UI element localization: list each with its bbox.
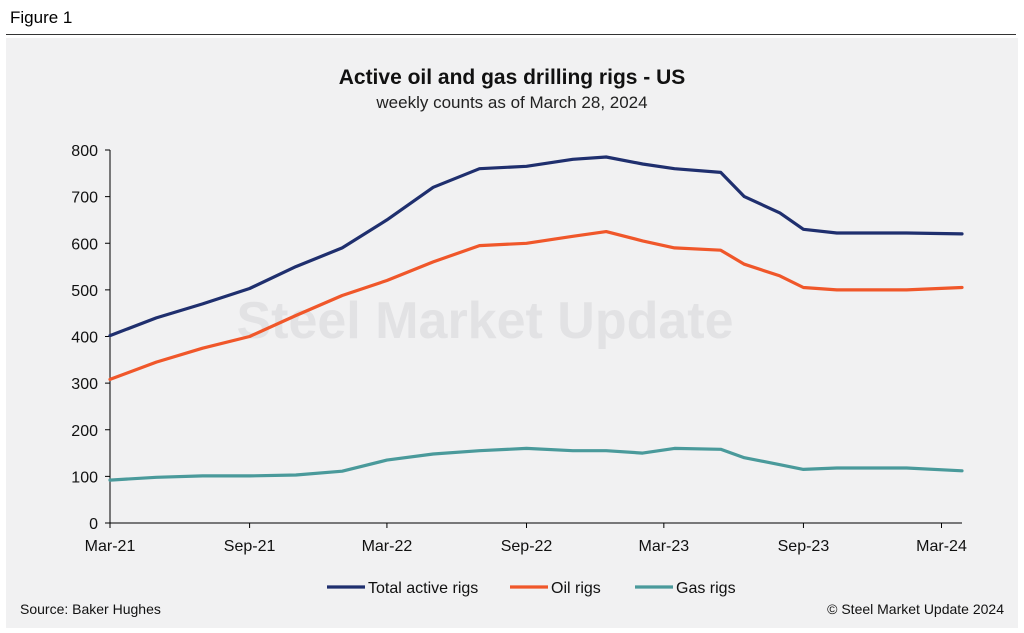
- source-note: Source: Baker Hughes: [20, 601, 161, 617]
- y-tick-label: 800: [71, 143, 98, 160]
- y-tick-label: 400: [71, 330, 98, 347]
- axes: 0 100 200 300 400 500 600 700 800 Mar-21 Sep-21 Mar…: [71, 143, 967, 555]
- figure-rule: [6, 34, 1016, 35]
- chart-subtitle: weekly counts as of March 28, 2024: [375, 93, 647, 112]
- chart-panel: [6, 38, 1018, 628]
- y-tick-label: 200: [71, 423, 98, 440]
- y-tick-label: 600: [71, 236, 98, 253]
- x-tick-label: Sep-22: [501, 538, 553, 555]
- figure-label: Figure 1: [10, 8, 73, 27]
- y-tick-label: 300: [71, 376, 98, 393]
- x-tick-label: Mar-23: [638, 538, 689, 555]
- x-tick-label: Mar-21: [85, 538, 136, 555]
- series-line-2: [108, 446, 964, 482]
- legend-label-0: Total active rigs: [368, 580, 478, 597]
- y-tick-label: 500: [71, 283, 98, 300]
- x-tick-label: Sep-23: [778, 538, 830, 555]
- y-tick-label: 100: [71, 469, 98, 486]
- x-tick-label: Sep-21: [224, 538, 276, 555]
- legend-label-1: Oil rigs: [551, 580, 601, 597]
- watermark: Steel Market Update: [236, 292, 733, 350]
- x-tick-label: Mar-22: [362, 538, 413, 555]
- y-tick-label: 700: [71, 190, 98, 207]
- series-line-0: [108, 155, 964, 338]
- y-tick-label: 0: [89, 516, 98, 533]
- legend-label-2: Gas rigs: [676, 580, 736, 597]
- series-lines: [108, 155, 964, 482]
- copyright-note: © Steel Market Update 2024: [827, 601, 1004, 617]
- legend: Total active rigs Oil rigs Gas rigs: [327, 580, 736, 597]
- chart-title: Active oil and gas drilling rigs - US: [339, 66, 686, 89]
- x-tick-label: Mar-24: [916, 538, 967, 555]
- series-line-1: [108, 230, 964, 381]
